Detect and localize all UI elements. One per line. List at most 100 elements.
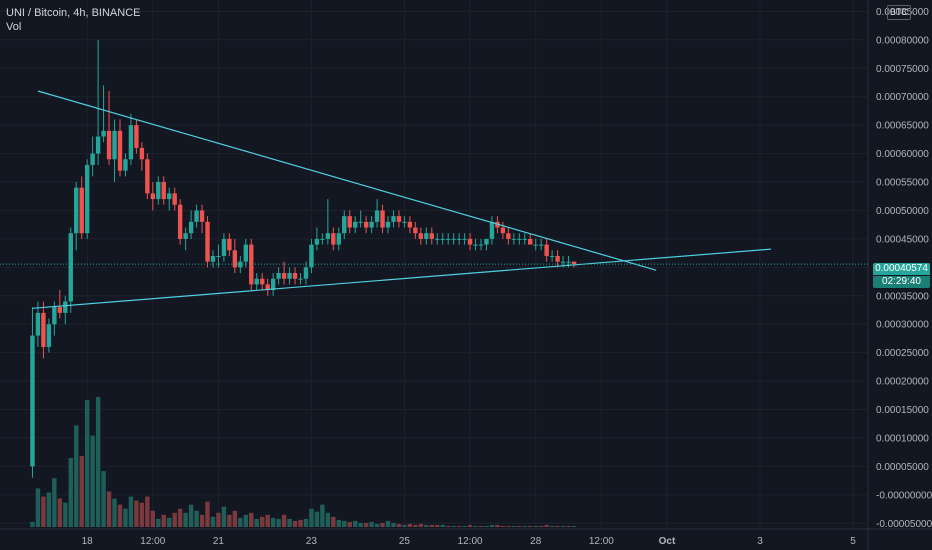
candle-series [30,39,577,478]
candle-body [429,233,434,239]
x-tick-label: 12:00 [458,536,483,547]
candle-body [451,238,456,240]
y-tick-label: 0.00085000 [876,7,929,18]
volume-bar [183,512,188,527]
volume-bar [298,519,303,527]
volume-bar [63,502,68,527]
volume-bar [555,525,560,527]
candle-body [210,255,216,262]
volume-bar [134,500,139,527]
candle-body [167,193,172,200]
candle-body [46,324,52,347]
y-tick-label: 0.00020000 [876,377,929,388]
candle-body [396,216,402,222]
volume-bar [418,523,424,527]
y-tick-label: 0.00035000 [876,291,929,302]
candle-body [35,312,41,336]
candle-body [506,233,511,239]
volume-bar [435,524,440,527]
candle-body [347,216,352,228]
candle-body [478,244,484,246]
candle-body [221,238,227,256]
volume-bar [95,397,101,527]
volume-bar [167,517,172,527]
volume-bar [385,520,391,527]
volume-bar [495,524,500,527]
trendline-upper-resistance [37,90,657,271]
volume-bar [216,512,221,527]
candle-body [161,182,166,200]
volume-bar [210,516,216,527]
x-axis: 18 12:00 21 23 25 12:00 28 12:00 Oct 3 5 [82,536,857,547]
candle-body [265,284,270,291]
volume-bar [517,525,522,527]
volume-bar [336,519,341,527]
volume-bar [413,524,418,527]
candle-body [90,153,95,165]
candle-body [309,244,314,268]
volume-bar [566,525,571,527]
candle-body [517,238,522,240]
volume-bar [571,525,577,527]
volume-bar [506,525,511,527]
y-tick-label: 0.00025000 [876,348,929,359]
candle-body [232,250,238,268]
x-tick-label: 25 [399,536,411,547]
y-tick-label: 0.00065000 [876,121,929,132]
volume-bar [161,514,166,527]
candle-body [276,273,281,279]
y-tick-label: 0.00015000 [876,405,929,416]
candle-body [298,278,303,280]
currency-badge[interactable]: BTC [887,5,911,20]
candle-body [358,221,363,223]
volume-bar [270,517,276,527]
volume-bar [52,478,57,527]
volume-bar [79,455,84,527]
candle-body [418,233,424,239]
volume-bar [374,523,380,527]
volume-bar [391,522,396,527]
volume-bar [30,521,35,527]
volume-bar [276,518,281,527]
volume-bar [462,525,467,527]
volume-bar [84,400,90,527]
volume-bar [227,514,232,527]
volume-bar [560,525,566,527]
y-tick-label: 0.00005000 [876,462,929,473]
candle-body [571,261,577,265]
candle-body [79,187,84,234]
trendlines [32,90,771,309]
volume-bar [440,524,445,527]
candle-body [183,233,188,239]
volume-bar [467,524,473,527]
volume-bar [500,525,506,527]
volume-bar [533,525,538,527]
candle-body [435,238,440,240]
volume-bar [112,498,117,527]
candle-body [473,244,478,246]
volume-bar [429,524,434,527]
volume-bar [522,525,527,527]
volume-bar [528,525,533,527]
y-tick-label: 0.00055000 [876,178,929,189]
candle-body [342,216,347,234]
candle-body [84,164,90,234]
candle-body [101,130,106,137]
volume-bar [287,518,292,527]
candle-body [194,210,199,222]
volume-bar [260,516,265,527]
volume-bar [281,514,287,527]
volume-bar [46,492,52,527]
candle-body [325,233,331,239]
volume-bar [303,518,309,527]
volume-bar [451,525,456,527]
candle-body [336,233,341,245]
x-tick-label: 3 [757,536,763,547]
candle-body [533,244,538,246]
candle-body [57,307,63,313]
candle-body [249,244,254,285]
candle-body [68,233,73,302]
